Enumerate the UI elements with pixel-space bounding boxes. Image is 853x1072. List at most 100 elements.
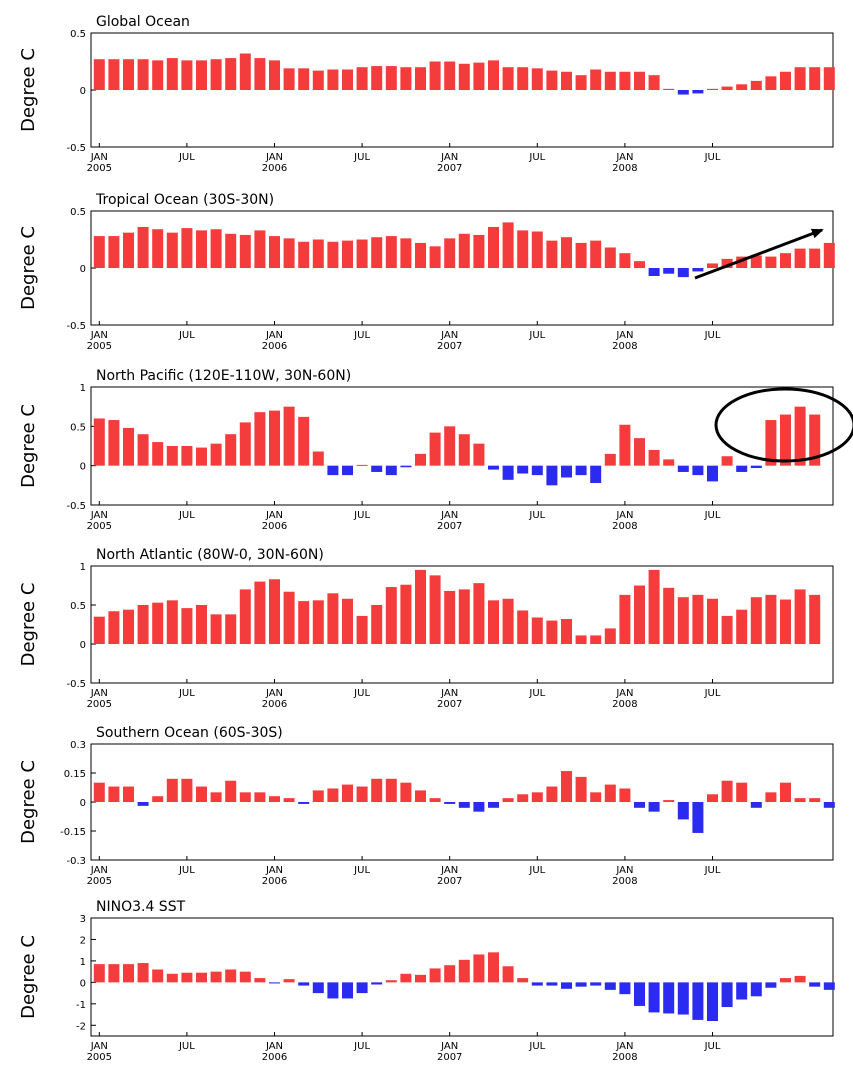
bar — [663, 88, 675, 90]
bar — [415, 453, 426, 466]
x-tick-label: JAN — [90, 510, 108, 521]
bar — [312, 600, 324, 644]
bar — [692, 465, 704, 476]
bar — [342, 598, 353, 644]
x-tick-label: JUL — [353, 1041, 370, 1052]
bar — [327, 241, 339, 268]
bar — [269, 982, 280, 984]
bar — [648, 982, 660, 1013]
bar — [415, 67, 426, 90]
bar — [677, 268, 689, 278]
y-axis-label: Degree C — [18, 583, 39, 667]
y-axis-label: Degree C — [18, 48, 39, 132]
x-tick-year-label: 2007 — [437, 163, 462, 174]
bar — [721, 982, 733, 1008]
bar — [502, 598, 514, 644]
bar — [765, 76, 777, 90]
x-tick-label: JAN — [615, 152, 633, 163]
y-tick-label: -0.5 — [66, 679, 86, 690]
bar — [283, 238, 295, 268]
bar — [721, 780, 733, 802]
bar — [400, 465, 412, 468]
bar — [415, 569, 426, 644]
bar — [780, 253, 791, 268]
bar — [429, 246, 441, 268]
bar — [750, 597, 762, 644]
bar — [546, 982, 558, 986]
y-tick-label: -1 — [76, 1000, 86, 1011]
y-tick-label: 1 — [80, 562, 86, 573]
bar — [575, 982, 587, 987]
x-tick-label: JUL — [178, 510, 195, 521]
x-tick-label: JAN — [615, 510, 633, 521]
bar — [312, 790, 324, 802]
bar — [312, 982, 324, 994]
bar — [385, 980, 397, 983]
x-tick-label: JAN — [615, 330, 633, 341]
bar — [604, 453, 616, 466]
bar — [750, 802, 762, 808]
x-tick-year-label: 2005 — [87, 341, 112, 352]
bar — [181, 608, 193, 644]
x-tick-label: JAN — [615, 1041, 633, 1052]
x-tick-label: JUL — [704, 865, 721, 876]
bar — [93, 964, 105, 983]
bar — [327, 982, 339, 999]
bar — [108, 964, 120, 983]
bar — [298, 68, 310, 90]
panel-title: Tropical Ocean (30S-30N) — [95, 192, 274, 208]
x-tick-year-label: 2005 — [87, 521, 112, 532]
bar — [371, 465, 383, 472]
y-tick-label: 0.15 — [64, 769, 86, 780]
panel-title: Southern Ocean (60S-30S) — [96, 725, 283, 741]
bar — [210, 229, 222, 268]
bar — [823, 802, 835, 808]
y-tick-label: 0.5 — [70, 422, 86, 433]
y-tick-label: 0 — [80, 86, 86, 97]
bar — [312, 70, 324, 90]
x-tick-label: JAN — [90, 865, 108, 876]
y-tick-label: -2 — [76, 1021, 86, 1032]
bar — [152, 796, 164, 802]
bar — [312, 451, 324, 466]
bar — [663, 800, 675, 802]
x-tick-label: JAN — [440, 1041, 458, 1052]
bar — [736, 84, 748, 90]
bar — [604, 784, 616, 802]
y-tick-label: 0 — [80, 978, 86, 989]
bar — [210, 792, 222, 802]
bar — [765, 256, 777, 268]
bar — [283, 591, 295, 644]
x-tick-year-label: 2008 — [612, 163, 637, 174]
bar — [137, 802, 149, 806]
x-tick-year-label: 2008 — [612, 521, 637, 532]
bar — [254, 792, 266, 802]
x-tick-label: JUL — [704, 510, 721, 521]
bar — [108, 786, 120, 802]
bar — [400, 973, 412, 983]
bar — [327, 788, 339, 802]
x-tick-year-label: 2008 — [612, 876, 637, 887]
x-tick-label: JAN — [615, 865, 633, 876]
bar — [590, 635, 602, 644]
bar — [356, 982, 368, 994]
bar — [502, 222, 514, 268]
bar — [108, 611, 120, 644]
bar — [502, 67, 514, 90]
y-tick-label: -0.3 — [66, 856, 86, 867]
bar — [473, 802, 485, 812]
bar — [93, 782, 105, 802]
bar — [794, 798, 806, 802]
bar — [590, 982, 602, 986]
bar — [750, 465, 762, 469]
bar — [137, 226, 149, 268]
bar — [385, 778, 397, 802]
x-tick-year-label: 2006 — [262, 163, 287, 174]
bar — [166, 973, 178, 983]
panel-2: Tropical Ocean (30S-30N) Degree C 0.5 0 -0.5… — [18, 192, 835, 352]
bar — [604, 247, 616, 268]
bar — [473, 954, 485, 983]
bar — [166, 58, 178, 90]
bar — [531, 617, 543, 644]
